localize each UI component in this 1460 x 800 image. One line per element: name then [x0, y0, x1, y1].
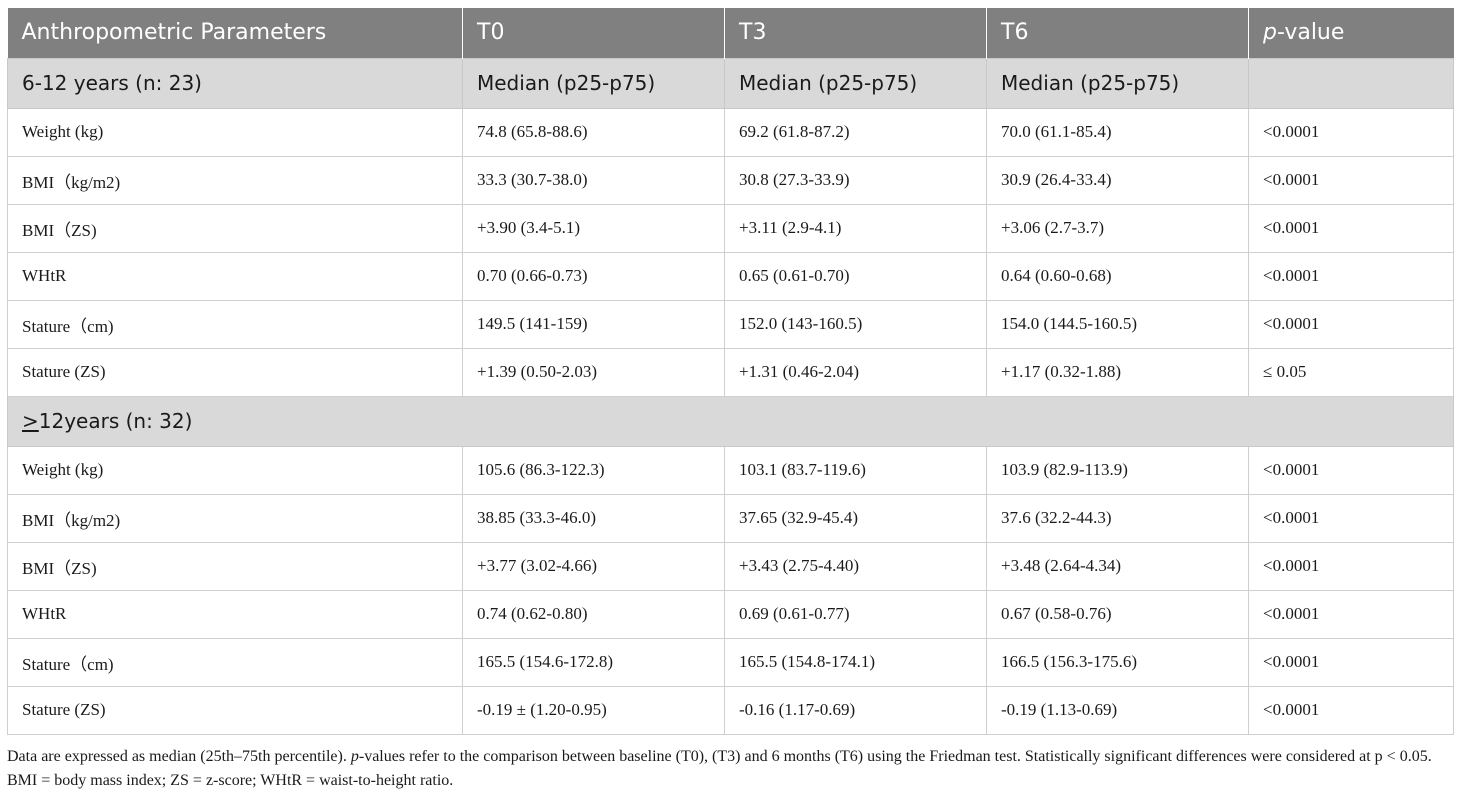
cell-t6: 37.6 (32.2-44.3): [986, 493, 1249, 543]
cell-t0: -0.19 ± (1.20-0.95): [462, 685, 725, 735]
header-parameters: Anthropometric Parameters: [7, 8, 463, 58]
table-row: Stature (ZS) -0.19 ± (1.20-0.95) -0.16 (…: [7, 685, 1454, 735]
cell-t3: 0.65 (0.61-0.70): [724, 251, 987, 301]
table-row: BMI（kg/m2) 38.85 (33.3-46.0) 37.65 (32.9…: [7, 493, 1454, 543]
cell-t0: 165.5 (154.6-172.8): [462, 637, 725, 687]
cell-parameter: Stature（cm): [7, 299, 463, 349]
cell-t3: +3.43 (2.75-4.40): [724, 541, 987, 591]
cell-t0: 0.74 (0.62-0.80): [462, 589, 725, 639]
cell-t3: 165.5 (154.8-174.1): [724, 637, 987, 687]
cell-t6: 30.9 (26.4-33.4): [986, 155, 1249, 205]
header-p-value: p-value: [1248, 8, 1454, 58]
table-row: BMI（ZS) +3.90 (3.4-5.1) +3.11 (2.9-4.1) …: [7, 203, 1454, 253]
header-p-rest: -value: [1276, 20, 1345, 46]
cell-t0: 149.5 (141-159): [462, 299, 725, 349]
cell-parameter: Weight (kg): [7, 445, 463, 495]
cell-t3: -0.16 (1.17-0.69): [724, 685, 987, 735]
cell-t3: 30.8 (27.3-33.9): [724, 155, 987, 205]
cell-t0: +1.39 (0.50-2.03): [462, 347, 725, 397]
cell-parameter: Stature（cm): [7, 637, 463, 687]
table-row: WHtR 0.70 (0.66-0.73) 0.65 (0.61-0.70) 0…: [7, 251, 1454, 301]
group-subheader-p: [1248, 57, 1454, 109]
group-label-symbol: >: [22, 409, 39, 433]
table-row: Stature（cm) 165.5 (154.6-172.8) 165.5 (1…: [7, 637, 1454, 687]
cell-p-value: <0.0001: [1248, 107, 1454, 157]
cell-t0: 0.70 (0.66-0.73): [462, 251, 725, 301]
cell-t0: 33.3 (30.7-38.0): [462, 155, 725, 205]
cell-t0: 38.85 (33.3-46.0): [462, 493, 725, 543]
cell-p-value: <0.0001: [1248, 203, 1454, 253]
table-header-row: Anthropometric Parameters T0 T3 T6 p-val…: [7, 8, 1454, 58]
cell-p-value: <0.0001: [1248, 251, 1454, 301]
cell-parameter: Stature (ZS): [7, 685, 463, 735]
cell-p-value: <0.0001: [1248, 541, 1454, 591]
footnote-p-italic: p: [350, 748, 359, 765]
cell-parameter: BMI（ZS): [7, 541, 463, 591]
cell-t6: -0.19 (1.13-0.69): [986, 685, 1249, 735]
table-row: Stature (ZS) +1.39 (0.50-2.03) +1.31 (0.…: [7, 347, 1454, 397]
cell-t6: 0.64 (0.60-0.68): [986, 251, 1249, 301]
cell-parameter: WHtR: [7, 589, 463, 639]
group-subheader-t6: Median (p25-p75): [986, 57, 1249, 109]
cell-p-value: <0.0001: [1248, 493, 1454, 543]
cell-t3: +3.11 (2.9-4.1): [724, 203, 987, 253]
group-label: 6-12 years (n: 23): [7, 57, 463, 109]
cell-p-value: ≤ 0.05: [1248, 347, 1454, 397]
cell-p-value: <0.0001: [1248, 685, 1454, 735]
header-p-italic: p: [1263, 20, 1277, 46]
table-row: BMI（ZS) +3.77 (3.02-4.66) +3.43 (2.75-4.…: [7, 541, 1454, 591]
header-t0: T0: [462, 8, 725, 58]
cell-t0: 105.6 (86.3-122.3): [462, 445, 725, 495]
group-label-text: 12years (n: 32): [38, 409, 193, 433]
anthropometric-table: Anthropometric Parameters T0 T3 T6 p-val…: [7, 8, 1454, 735]
cell-t0: +3.77 (3.02-4.66): [462, 541, 725, 591]
header-t3: T3: [724, 8, 987, 58]
cell-parameter: WHtR: [7, 251, 463, 301]
cell-t6: 154.0 (144.5-160.5): [986, 299, 1249, 349]
cell-parameter: BMI（kg/m2): [7, 155, 463, 205]
cell-t3: +1.31 (0.46-2.04): [724, 347, 987, 397]
footnote-part1: Data are expressed as median (25th–75th …: [7, 748, 351, 765]
cell-parameter: Stature (ZS): [7, 347, 463, 397]
cell-t0: +3.90 (3.4-5.1): [462, 203, 725, 253]
cell-p-value: <0.0001: [1248, 589, 1454, 639]
footnote-part3: -values refer to the comparison between …: [7, 748, 1432, 789]
table-row: Weight (kg) 74.8 (65.8-88.6) 69.2 (61.8-…: [7, 107, 1454, 157]
cell-parameter: BMI（kg/m2): [7, 493, 463, 543]
cell-t3: 37.65 (32.9-45.4): [724, 493, 987, 543]
cell-parameter: BMI（ZS): [7, 203, 463, 253]
cell-p-value: <0.0001: [1248, 155, 1454, 205]
table-row: Weight (kg) 105.6 (86.3-122.3) 103.1 (83…: [7, 445, 1454, 495]
group-header-row: 6-12 years (n: 23) Median (p25-p75) Medi…: [7, 57, 1454, 109]
cell-t3: 69.2 (61.8-87.2): [724, 107, 987, 157]
cell-parameter: Weight (kg): [7, 107, 463, 157]
cell-t6: +3.48 (2.64-4.34): [986, 541, 1249, 591]
cell-t6: 0.67 (0.58-0.76): [986, 589, 1249, 639]
table-row: Stature（cm) 149.5 (141-159) 152.0 (143-1…: [7, 299, 1454, 349]
cell-t6: +3.06 (2.7-3.7): [986, 203, 1249, 253]
group-subheader-t0: Median (p25-p75): [462, 57, 725, 109]
cell-t3: 103.1 (83.7-119.6): [724, 445, 987, 495]
header-t6: T6: [986, 8, 1249, 58]
cell-t6: 166.5 (156.3-175.6): [986, 637, 1249, 687]
data-table-container: Anthropometric Parameters T0 T3 T6 p-val…: [7, 8, 1454, 735]
group-header-row: >12years (n: 32): [7, 395, 1454, 447]
cell-t3: 0.69 (0.61-0.77): [724, 589, 987, 639]
cell-t6: +1.17 (0.32-1.88): [986, 347, 1249, 397]
table-row: WHtR 0.74 (0.62-0.80) 0.69 (0.61-0.77) 0…: [7, 589, 1454, 639]
cell-t0: 74.8 (65.8-88.6): [462, 107, 725, 157]
cell-p-value: <0.0001: [1248, 445, 1454, 495]
table-footnote: Data are expressed as median (25th–75th …: [7, 745, 1453, 793]
table-row: BMI（kg/m2) 33.3 (30.7-38.0) 30.8 (27.3-3…: [7, 155, 1454, 205]
group-subheader-t3: Median (p25-p75): [724, 57, 987, 109]
cell-t6: 103.9 (82.9-113.9): [986, 445, 1249, 495]
cell-p-value: <0.0001: [1248, 299, 1454, 349]
group-label: >12years (n: 32): [7, 395, 1454, 447]
cell-t3: 152.0 (143-160.5): [724, 299, 987, 349]
cell-p-value: <0.0001: [1248, 637, 1454, 687]
cell-t6: 70.0 (61.1-85.4): [986, 107, 1249, 157]
